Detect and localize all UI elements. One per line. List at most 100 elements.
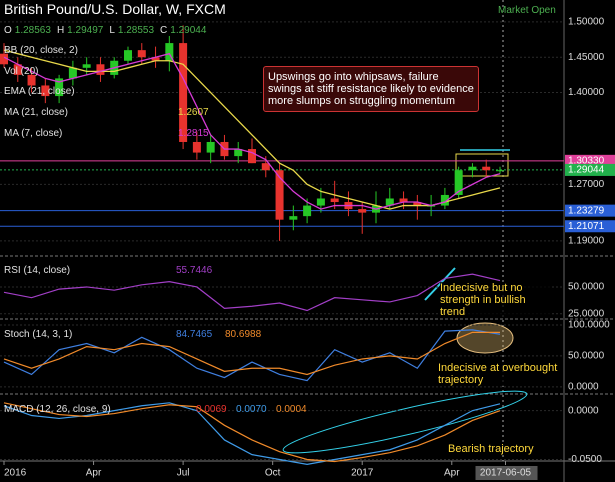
candle-body bbox=[55, 78, 64, 97]
y-tick-label: 0.0000 bbox=[568, 405, 599, 416]
ohlc-value: 1.29044 bbox=[170, 25, 207, 36]
indicator-line bbox=[3, 329, 501, 382]
indicator-label: EMA (21, close) bbox=[4, 86, 75, 97]
x-tick-label: Apr bbox=[86, 468, 102, 479]
y-tick-label: 1.45000 bbox=[568, 52, 605, 63]
annotation: Indecisive at overbought trajectory bbox=[438, 362, 558, 386]
candle-body bbox=[0, 53, 8, 65]
ohlc-key: H bbox=[56, 25, 65, 36]
ohlc-key: L bbox=[109, 25, 115, 36]
legend-value: 0.0004 bbox=[276, 404, 307, 415]
ohlc-value: 1.28553 bbox=[117, 25, 155, 36]
legend-label: MA (21, close) bbox=[4, 107, 68, 118]
y-tick-label: 25.0000 bbox=[568, 308, 605, 319]
indicator-label: BB (20, close, 2) bbox=[4, 45, 78, 56]
annotation: Upswings go into whipsaws, failure swing… bbox=[263, 66, 479, 112]
candle-body bbox=[41, 85, 50, 97]
candle-body bbox=[413, 202, 422, 206]
indicator-line bbox=[3, 402, 501, 463]
candle-body bbox=[27, 74, 36, 86]
y-tick-label: -0.0500 bbox=[568, 454, 602, 465]
highlight-box bbox=[455, 153, 509, 177]
indicator-line bbox=[3, 273, 501, 312]
y-tick-label: 100.0000 bbox=[568, 320, 610, 331]
candle-body bbox=[303, 205, 312, 217]
y-tick-label: 50.0000 bbox=[568, 282, 605, 293]
indicator-line bbox=[3, 402, 501, 466]
title: British Pound/U.S. Dollar, W, FXCM bbox=[4, 1, 226, 17]
price-label-bg bbox=[565, 204, 615, 217]
x-tick-label: 2017 bbox=[351, 468, 374, 479]
candle-body bbox=[234, 149, 243, 157]
candle-body bbox=[68, 67, 77, 79]
x-tick-label: 2016 bbox=[4, 468, 27, 479]
candle-body bbox=[151, 57, 160, 61]
y-tick-label: 1.19000 bbox=[568, 236, 605, 247]
price-label: 1.29044 bbox=[568, 165, 605, 176]
x-label-bg bbox=[475, 466, 538, 480]
price-label-bg bbox=[565, 163, 615, 176]
legend-value: 84.7465 bbox=[176, 329, 213, 340]
legend-value: 1.2607 bbox=[178, 107, 209, 118]
price-label-bg bbox=[565, 220, 615, 233]
candle-body bbox=[192, 141, 201, 153]
candle-body bbox=[330, 198, 339, 203]
legend-value: 80.6988 bbox=[225, 329, 262, 340]
highlight-ellipse bbox=[282, 390, 528, 454]
candle-body bbox=[496, 170, 504, 172]
y-tick-label: 1.40000 bbox=[568, 87, 605, 98]
candle-body bbox=[82, 64, 91, 68]
price-label-bg bbox=[565, 154, 615, 167]
panel-title: MACD (12, 26, close, 9) bbox=[4, 404, 111, 415]
legend-value: 0.0069 bbox=[196, 404, 227, 415]
candle-body bbox=[289, 216, 298, 220]
candle-body bbox=[454, 170, 463, 195]
candle-body bbox=[468, 166, 477, 171]
legend-label: MA (7, close) bbox=[4, 128, 63, 139]
candle-body bbox=[165, 43, 174, 61]
ohlc-value: 1.28563 bbox=[14, 25, 51, 36]
price-label: 1.23279 bbox=[568, 205, 605, 216]
candle-body bbox=[137, 50, 146, 58]
ma-line bbox=[3, 52, 501, 210]
price-label: 1.21071 bbox=[568, 221, 605, 232]
candle-body bbox=[96, 64, 105, 75]
candle-body bbox=[440, 194, 449, 206]
highlight-ellipse bbox=[456, 322, 514, 354]
ohlc-key: C bbox=[160, 25, 168, 36]
candle-body bbox=[275, 170, 284, 220]
candle-body bbox=[13, 64, 22, 75]
x-tick-label: Apr bbox=[444, 468, 460, 479]
ohlc-value: 1.29497 bbox=[67, 25, 104, 36]
legend-value: 55.7446 bbox=[176, 265, 213, 276]
ohlc-key: O bbox=[4, 25, 12, 36]
price-label: 1.30330 bbox=[568, 155, 605, 166]
indicator-label: Vol (20) bbox=[4, 66, 39, 77]
x-tick-label: 2017-06-05 bbox=[480, 468, 532, 479]
legend-value: 0.0070 bbox=[236, 404, 267, 415]
indicator-line bbox=[3, 331, 500, 376]
y-tick-label: 1.50000 bbox=[568, 17, 605, 28]
candle-body bbox=[261, 163, 270, 171]
annotation: Bearish trajectory bbox=[448, 443, 534, 455]
x-tick-label: Oct bbox=[265, 468, 281, 479]
candle-body bbox=[358, 209, 367, 213]
candle-body bbox=[399, 198, 408, 203]
ohlc: O 1.28563 H 1.29497 L 1.28553 C 1.29044 bbox=[4, 25, 212, 36]
candle-body bbox=[482, 166, 491, 171]
legend-value: 1.2815 bbox=[178, 128, 209, 139]
y-tick-label: 50.0000 bbox=[568, 351, 605, 362]
candle-body bbox=[385, 198, 394, 206]
candle-body bbox=[248, 149, 256, 164]
panel-title: Stoch (14, 3, 1) bbox=[4, 329, 73, 340]
annotation: Indecisive but no strength in bullish tr… bbox=[440, 282, 552, 318]
x-tick-label: Jul bbox=[177, 468, 190, 479]
ma-line bbox=[3, 49, 501, 210]
market-status: Market Open bbox=[498, 5, 556, 16]
candle-body bbox=[206, 141, 215, 153]
candle-body bbox=[316, 198, 325, 206]
y-tick-label: 0.0000 bbox=[568, 381, 599, 392]
candle-body bbox=[179, 43, 188, 142]
panel-title: RSI (14, close) bbox=[4, 265, 71, 276]
